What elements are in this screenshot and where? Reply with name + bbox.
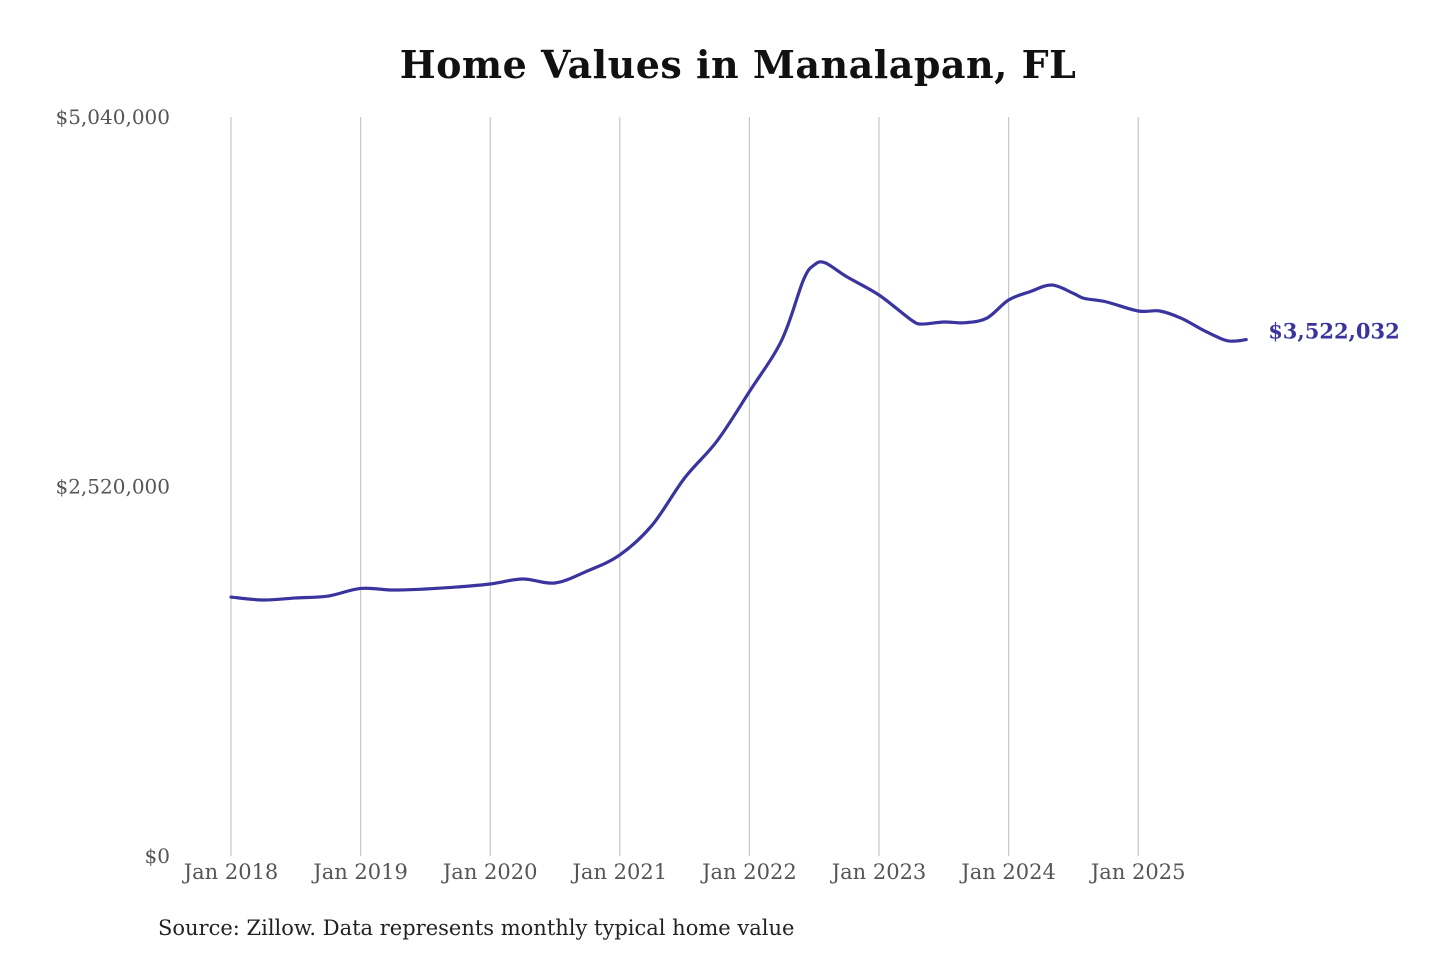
x-axis-ticks: Jan 2018 Jan 2019 Jan 2020 Jan 2021 Jan 2022… xyxy=(182,860,1186,884)
y-tick-label: $5,040,000 xyxy=(55,105,170,129)
x-tick-label: Jan 2025 xyxy=(1089,860,1186,884)
series-line xyxy=(229,260,1248,602)
y-tick-label: $2,520,000 xyxy=(55,475,170,499)
x-tick-label: Jan 2024 xyxy=(959,860,1056,884)
x-tick-label: Jan 2019 xyxy=(311,860,408,884)
x-tick-label: Jan 2021 xyxy=(571,860,668,884)
x-tick-label: Jan 2023 xyxy=(830,860,927,884)
series-group: $3,522,032 xyxy=(229,260,1400,602)
y-tick-label: $0 xyxy=(145,844,170,868)
gridlines xyxy=(230,117,1139,856)
x-tick-label: Jan 2020 xyxy=(441,860,538,884)
x-tick-label: Jan 2018 xyxy=(182,860,279,884)
end-value-label: $3,522,032 xyxy=(1268,319,1400,344)
chart-title: Home Values in Manalapan, FL xyxy=(399,42,1077,87)
source-note: Source: Zillow. Data represents monthly … xyxy=(158,916,795,940)
x-tick-label: Jan 2022 xyxy=(700,860,797,884)
y-axis-ticks: $0 $2,520,000 $5,040,000 xyxy=(55,105,170,868)
